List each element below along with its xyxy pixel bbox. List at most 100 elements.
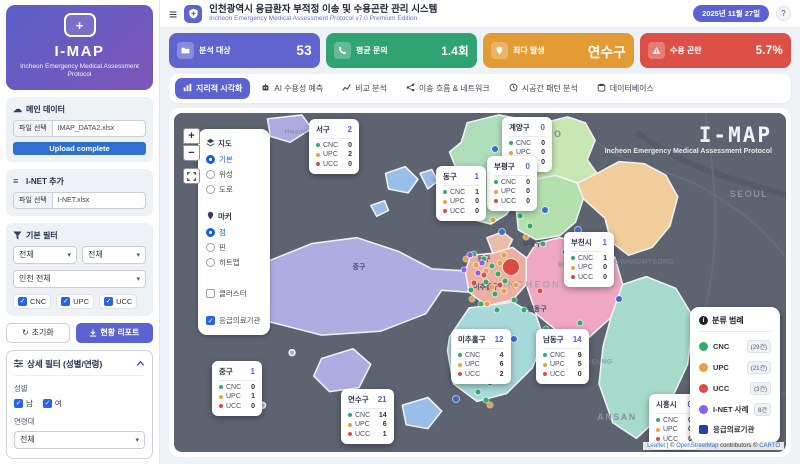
map-marker[interactable] (468, 287, 474, 293)
map-marker[interactable] (616, 296, 622, 302)
file-select-button[interactable]: 파일 선택 (14, 192, 53, 208)
region-select[interactable]: 인천 전체 ▾ (13, 269, 146, 288)
map-marker[interactable] (523, 234, 529, 240)
map-marker[interactable] (463, 256, 469, 262)
osm-link[interactable]: OpenStreetMap (676, 443, 719, 449)
map-marker[interactable] (575, 227, 581, 233)
map-marker[interactable] (487, 402, 493, 408)
map-marker[interactable] (492, 146, 498, 152)
map-marker[interactable] (511, 297, 517, 303)
emergency-facility-checkbox[interactable]: ✓ 응급의료기관 (206, 316, 261, 325)
report-button[interactable]: 현황 리포트 (75, 322, 153, 343)
checkbox-cnc[interactable]: ✓ CNC (13, 293, 52, 309)
zoom-out-button[interactable]: − (183, 145, 200, 161)
checkbox-upc[interactable]: ✓ UPC (56, 293, 95, 309)
popup-district-name: 부천시 (571, 238, 592, 247)
tab-3[interactable]: 비교 분석 (334, 78, 395, 99)
map-marker[interactable] (475, 389, 481, 395)
map-marker[interactable] (501, 288, 507, 294)
map-marker[interactable] (481, 256, 487, 262)
checkbox-male[interactable]: ✓ 남 (14, 398, 33, 408)
chevron-down-icon: ▾ (136, 251, 140, 259)
tab-5[interactable]: 시공간 패턴 분석 (501, 78, 586, 99)
map-canvas[interactable]: I-MAP Incheon Emergency Medical Assessme… (174, 113, 786, 452)
map-marker[interactable] (469, 296, 475, 302)
map-marker[interactable] (473, 262, 479, 268)
map-marker[interactable] (511, 336, 517, 342)
filter-select-1[interactable]: 전체 ▾ (13, 245, 77, 264)
basemap-option-기본[interactable]: 기본 (206, 154, 262, 165)
map-marker[interactable] (461, 267, 467, 273)
age-select[interactable]: 전체 ▾ (14, 430, 145, 449)
map-marker[interactable] (475, 270, 481, 276)
map-marker[interactable] (497, 282, 503, 288)
map-marker[interactable] (492, 291, 498, 297)
map-marker[interactable] (494, 307, 500, 313)
map-marker[interactable] (521, 307, 527, 313)
map-marker[interactable] (517, 213, 523, 219)
map-marker[interactable] (483, 268, 489, 274)
filter-select-2[interactable]: 전체 ▾ (82, 245, 146, 264)
map-marker[interactable] (471, 280, 477, 286)
basemap-option-도로[interactable]: 도로 (206, 184, 262, 195)
tab-2[interactable]: AI 수용성 예측 (253, 78, 331, 99)
tab-4[interactable]: 이송 흐름 & 네트워크 (398, 78, 498, 99)
checkbox-ucc[interactable]: ✓ UCC (99, 293, 138, 309)
leaflet-link[interactable]: Leaflet (647, 443, 666, 449)
map-marker[interactable] (484, 301, 490, 307)
map-marker[interactable] (483, 279, 489, 285)
legend-item-응급의료기관: 응급의료기관 (699, 424, 771, 435)
map-marker[interactable] (527, 223, 533, 229)
fullscreen-button[interactable] (183, 168, 200, 184)
map-marker[interactable] (489, 263, 495, 269)
file-select-button[interactable]: 파일 선택 (14, 120, 53, 136)
map-marker[interactable] (453, 396, 459, 402)
tab-1[interactable]: 지리적 시각화 (175, 78, 251, 99)
hamburger-menu-icon[interactable]: ≡ (169, 5, 178, 22)
tab-6[interactable]: 데이터베이스 (589, 78, 662, 99)
popup-category-label: CNC (663, 416, 679, 424)
checkbox-female[interactable]: ✓ 여 (42, 398, 62, 408)
marker-style-option-점[interactable]: 점 (206, 227, 262, 238)
map-marker[interactable] (542, 207, 548, 213)
map-marker[interactable] (467, 252, 473, 258)
popup-category-value: 1 (382, 430, 387, 438)
zoom-in-button[interactable]: + (183, 128, 200, 144)
popup-category-label: CNC (450, 188, 466, 196)
popup-category-row: UPC 0 (571, 264, 607, 271)
map-marker[interactable] (502, 278, 508, 284)
map-marker[interactable] (499, 229, 505, 235)
inet-file-input[interactable]: 파일 선택 I-NET.xlsx (13, 191, 146, 209)
marker-style-group-label: 마커 (206, 211, 262, 222)
detail-filter-header[interactable]: 상세 필터 (성별/연령) (14, 358, 145, 376)
map-marker[interactable] (490, 217, 496, 223)
reset-button[interactable]: ↻ 초기화 (6, 322, 70, 343)
main-data-file-input[interactable]: 파일 선택 IMAP_DATA2.xlsx (13, 119, 146, 137)
map-marker[interactable] (483, 397, 489, 403)
circle-swatch-icon (699, 342, 708, 351)
carto-link[interactable]: CARTO (759, 443, 780, 449)
map-marker[interactable] (513, 282, 519, 288)
popup-category-row: CNC 14 (348, 412, 387, 419)
map-marker[interactable] (577, 320, 583, 326)
help-button[interactable]: ? (776, 6, 791, 21)
map-marker[interactable] (501, 252, 507, 258)
map-marker[interactable] (497, 260, 503, 266)
popup-total-count: 1 (602, 238, 607, 247)
popup-category-row: UCC 0 (494, 198, 530, 205)
large-incident-marker[interactable] (503, 259, 519, 275)
map-marker[interactable] (537, 288, 543, 294)
marker-style-option-핀[interactable]: 핀 (206, 242, 262, 253)
marker-style-option-히트맵[interactable]: 히트맵 (206, 257, 262, 268)
legend-count-badge: (21건) (746, 361, 771, 374)
map-marker[interactable] (479, 260, 485, 266)
map-marker[interactable] (471, 251, 477, 257)
map-marker[interactable] (489, 284, 495, 290)
map-marker[interactable] (495, 271, 501, 277)
detail-filter-card: 상세 필터 (성별/연령) 성별 ✓ 남 ✓ 여 연령대 전체 ▾ (6, 349, 153, 459)
cluster-checkbox[interactable]: 클러스터 (206, 288, 262, 299)
map-marker[interactable] (540, 241, 546, 247)
map-marker[interactable] (478, 301, 484, 307)
map-marker[interactable] (481, 272, 487, 278)
basemap-option-위성[interactable]: 위성 (206, 169, 262, 180)
